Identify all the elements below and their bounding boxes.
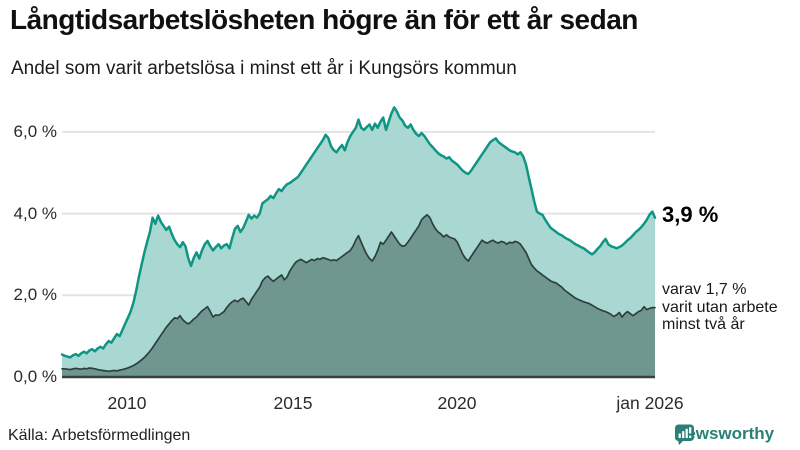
y-axis-tick-4: 4,0 % bbox=[13, 204, 57, 223]
x-axis-tick-2010: 2010 bbox=[107, 393, 147, 413]
newsworthy-logo-icon bbox=[675, 424, 694, 445]
brand-name: Newsworthy bbox=[674, 424, 775, 443]
newsworthy-brand: Newsworthy bbox=[674, 424, 775, 445]
x-axis-tick-2020: 2020 bbox=[437, 393, 477, 413]
y-axis-tick-0: 0,0 % bbox=[13, 367, 57, 386]
x-axis-tick-2015: 2015 bbox=[273, 393, 313, 413]
secondary-annotation-line2: varit utan arbete bbox=[662, 298, 778, 316]
page-title: Långtidsarbetslösheten högre än för ett … bbox=[10, 4, 638, 35]
x-axis-tick-jan-2026: jan 2026 bbox=[616, 393, 684, 413]
series-two-years-line bbox=[61, 213, 656, 373]
y-axis-tick-6: 6,0 % bbox=[13, 122, 57, 141]
series-two-years-area bbox=[62, 214, 655, 377]
y-axis-tick-2: 2,0 % bbox=[13, 285, 57, 304]
end-value-label: 3,9 % bbox=[662, 202, 719, 227]
source-credit: Källa: Arbetsförmedlingen bbox=[8, 427, 191, 444]
secondary-annotation-line1: varav 1,7 % bbox=[662, 281, 747, 298]
secondary-annotation: varav 1,7 % varit utan arbete minst två … bbox=[662, 281, 778, 334]
page-subtitle: Andel som varit arbetslösa i minst ett å… bbox=[11, 58, 517, 79]
secondary-annotation-line3: minst två år bbox=[662, 316, 745, 333]
series-one-year-line bbox=[60, 106, 657, 359]
